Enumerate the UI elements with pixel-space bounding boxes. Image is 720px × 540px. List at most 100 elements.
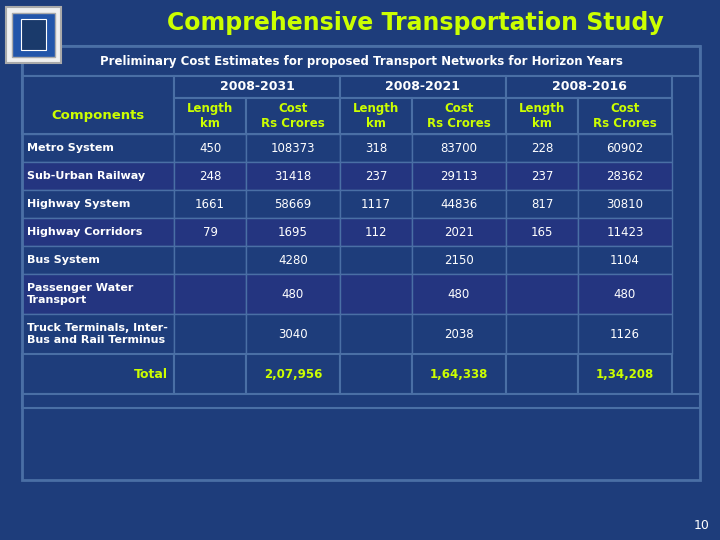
Text: Truck Terminals, Inter-
Bus and Rail Terminus: Truck Terminals, Inter- Bus and Rail Ter… bbox=[27, 323, 168, 345]
Bar bbox=[412, 218, 506, 246]
Text: 165: 165 bbox=[531, 226, 553, 239]
Text: Cost
Rs Crores: Cost Rs Crores bbox=[261, 102, 325, 130]
Text: Metro System: Metro System bbox=[27, 143, 114, 153]
Bar bbox=[340, 274, 412, 314]
Bar bbox=[22, 134, 174, 162]
Bar bbox=[246, 98, 340, 134]
Text: Cost
Rs Crores: Cost Rs Crores bbox=[427, 102, 491, 130]
Text: 2150: 2150 bbox=[444, 253, 474, 267]
Bar bbox=[22, 76, 174, 134]
Bar bbox=[506, 134, 578, 162]
Bar bbox=[578, 162, 672, 190]
Bar bbox=[506, 246, 578, 274]
Text: 30810: 30810 bbox=[606, 198, 644, 211]
Text: Cost
Rs Crores: Cost Rs Crores bbox=[593, 102, 657, 130]
Bar bbox=[340, 218, 412, 246]
Bar bbox=[506, 354, 578, 394]
Text: Highway Corridors: Highway Corridors bbox=[27, 227, 143, 237]
Bar bbox=[174, 246, 246, 274]
Text: 480: 480 bbox=[282, 287, 304, 300]
Bar bbox=[174, 76, 340, 98]
Bar bbox=[174, 162, 246, 190]
Bar bbox=[340, 314, 412, 354]
Text: Total: Total bbox=[134, 368, 168, 381]
Bar bbox=[246, 274, 340, 314]
Bar bbox=[22, 19, 46, 50]
Bar bbox=[246, 218, 340, 246]
Bar bbox=[412, 246, 506, 274]
Bar bbox=[578, 190, 672, 218]
Bar bbox=[412, 162, 506, 190]
Bar bbox=[22, 246, 174, 274]
Text: 29113: 29113 bbox=[441, 170, 477, 183]
Bar bbox=[412, 274, 506, 314]
Text: 237: 237 bbox=[531, 170, 553, 183]
Bar bbox=[412, 134, 506, 162]
Bar bbox=[22, 162, 174, 190]
Text: 237: 237 bbox=[365, 170, 387, 183]
Bar bbox=[578, 246, 672, 274]
Text: 2008-2016: 2008-2016 bbox=[552, 80, 626, 93]
Text: 228: 228 bbox=[531, 141, 553, 154]
Text: 44836: 44836 bbox=[441, 198, 477, 211]
Bar bbox=[506, 190, 578, 218]
Text: 112: 112 bbox=[365, 226, 387, 239]
Bar bbox=[340, 98, 412, 134]
Bar bbox=[174, 314, 246, 354]
Bar bbox=[506, 218, 578, 246]
Bar bbox=[340, 246, 412, 274]
Bar bbox=[22, 274, 174, 314]
Bar bbox=[506, 314, 578, 354]
Text: 11423: 11423 bbox=[606, 226, 644, 239]
Text: 450: 450 bbox=[199, 141, 221, 154]
Text: Sub-Urban Railway: Sub-Urban Railway bbox=[27, 171, 145, 181]
Text: Bus System: Bus System bbox=[27, 255, 100, 265]
Text: 1,34,208: 1,34,208 bbox=[596, 368, 654, 381]
Bar bbox=[506, 162, 578, 190]
Text: 2038: 2038 bbox=[444, 327, 474, 341]
Text: 79: 79 bbox=[202, 226, 217, 239]
Text: 2008-2021: 2008-2021 bbox=[385, 80, 461, 93]
Text: 1661: 1661 bbox=[195, 198, 225, 211]
Bar bbox=[340, 190, 412, 218]
Bar bbox=[412, 354, 506, 394]
Bar bbox=[578, 314, 672, 354]
Bar bbox=[22, 218, 174, 246]
Text: 3040: 3040 bbox=[278, 327, 308, 341]
Bar bbox=[12, 13, 55, 57]
Bar bbox=[22, 46, 700, 480]
Text: 817: 817 bbox=[531, 198, 553, 211]
Bar bbox=[22, 314, 174, 354]
Bar bbox=[340, 134, 412, 162]
Text: 2,07,956: 2,07,956 bbox=[264, 368, 322, 381]
Bar bbox=[174, 218, 246, 246]
Bar bbox=[174, 190, 246, 218]
Text: 480: 480 bbox=[614, 287, 636, 300]
Text: 31418: 31418 bbox=[274, 170, 312, 183]
Text: 4280: 4280 bbox=[278, 253, 308, 267]
Text: Highway System: Highway System bbox=[27, 199, 130, 209]
Bar bbox=[412, 98, 506, 134]
Bar bbox=[340, 354, 412, 394]
Text: 10: 10 bbox=[694, 519, 710, 532]
Text: 58669: 58669 bbox=[274, 198, 312, 211]
Bar bbox=[412, 314, 506, 354]
Text: 480: 480 bbox=[448, 287, 470, 300]
Bar bbox=[340, 76, 506, 98]
Bar bbox=[506, 76, 672, 98]
Text: Comprehensive Transportation Study: Comprehensive Transportation Study bbox=[166, 11, 663, 35]
Bar bbox=[506, 98, 578, 134]
Bar bbox=[174, 274, 246, 314]
Bar bbox=[22, 354, 174, 394]
Bar bbox=[578, 274, 672, 314]
Bar bbox=[578, 354, 672, 394]
Text: 1,64,338: 1,64,338 bbox=[430, 368, 488, 381]
Text: 248: 248 bbox=[199, 170, 221, 183]
Bar bbox=[246, 354, 340, 394]
Text: Length
km: Length km bbox=[353, 102, 399, 130]
Text: 1695: 1695 bbox=[278, 226, 308, 239]
Text: Length
km: Length km bbox=[187, 102, 233, 130]
Bar bbox=[246, 162, 340, 190]
Bar bbox=[246, 246, 340, 274]
Bar bbox=[578, 98, 672, 134]
